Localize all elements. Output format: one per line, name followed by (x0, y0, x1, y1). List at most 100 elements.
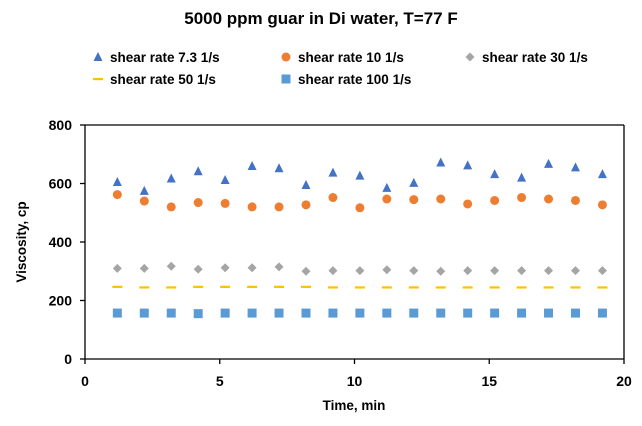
data-point-series-3 (355, 266, 365, 276)
x-tick-label: 15 (481, 373, 497, 389)
data-point-series-2 (139, 196, 149, 206)
data-point-series-4 (327, 286, 338, 289)
data-point-series-2 (409, 195, 419, 205)
data-point-series-3 (490, 266, 500, 276)
x-axis-label: Time, min (323, 398, 386, 413)
data-point-series-3 (112, 263, 122, 273)
data-point-series-2 (328, 193, 338, 203)
data-point-series-1 (490, 169, 500, 179)
chart-title: 5000 ppm guar in Di water, T=77 F (184, 9, 458, 28)
data-point-series-1 (328, 167, 338, 177)
legend-label-series-2: shear rate 10 1/s (298, 50, 404, 65)
data-point-series-5 (328, 308, 338, 318)
data-point-series-5 (409, 308, 419, 318)
data-point-series-3 (220, 263, 230, 273)
legend-marker-series-4 (93, 78, 103, 81)
data-point-series-1 (220, 174, 230, 184)
y-tick-label: 600 (49, 176, 73, 192)
data-point-series-1 (544, 158, 554, 168)
data-point-series-4 (597, 286, 608, 289)
data-point-series-3 (274, 262, 284, 272)
legend-label-series-4: shear rate 50 1/s (110, 72, 216, 87)
data-point-series-1 (112, 177, 122, 187)
data-point-series-1 (436, 157, 446, 167)
data-marks (112, 157, 608, 319)
data-point-series-3 (301, 266, 311, 276)
data-point-series-1 (166, 173, 176, 183)
data-point-series-3 (166, 261, 176, 271)
data-point-series-2 (490, 195, 500, 205)
data-point-series-4 (381, 286, 392, 289)
data-point-series-2 (112, 190, 122, 200)
data-point-series-4 (489, 286, 500, 289)
legend-label-series-1: shear rate 7.3 1/s (110, 50, 220, 65)
data-point-series-2 (382, 194, 392, 204)
data-point-series-5 (274, 308, 284, 318)
data-point-series-2 (355, 203, 365, 213)
y-axis-label: Viscosity, cp (14, 201, 29, 282)
data-point-series-2 (247, 202, 257, 212)
data-point-series-4 (570, 286, 581, 289)
data-point-series-5 (112, 308, 122, 318)
data-point-series-3 (570, 266, 580, 276)
data-point-series-1 (382, 182, 392, 192)
data-point-series-1 (463, 160, 473, 170)
data-point-series-2 (597, 200, 607, 210)
data-point-series-4 (274, 285, 285, 288)
data-point-series-3 (247, 263, 257, 273)
chart-legend: shear rate 7.3 1/s shear rate 10 1/s shear… (93, 50, 588, 87)
data-point-series-2 (436, 194, 446, 204)
data-point-series-4 (193, 285, 204, 288)
data-point-series-5 (301, 308, 311, 318)
data-point-series-5 (517, 308, 527, 318)
legend-label-series-3: shear rate 30 1/s (482, 50, 588, 65)
data-point-series-1 (301, 179, 311, 189)
legend-marker-series-3 (465, 52, 475, 62)
legend-marker-series-2 (281, 52, 291, 62)
data-point-series-5 (220, 308, 230, 318)
data-point-series-4 (112, 285, 123, 288)
data-point-series-1 (517, 172, 527, 182)
legend-label-series-5: shear rate 100 1/s (298, 72, 411, 87)
data-point-series-2 (301, 200, 311, 210)
data-point-series-5 (463, 308, 473, 318)
y-tick-label: 0 (64, 351, 72, 367)
data-point-series-2 (463, 199, 473, 209)
y-tick-label: 200 (49, 293, 73, 309)
data-point-series-3 (409, 266, 419, 276)
data-point-series-2 (517, 193, 527, 203)
y-tick-label: 800 (49, 117, 73, 133)
data-point-series-2 (274, 202, 284, 212)
data-point-series-3 (139, 263, 149, 273)
data-point-series-4 (543, 286, 554, 289)
data-point-series-3 (597, 266, 607, 276)
data-point-series-5 (166, 308, 176, 318)
data-point-series-5 (193, 309, 203, 319)
data-point-series-5 (247, 308, 257, 318)
data-point-series-1 (274, 163, 284, 173)
data-point-series-3 (544, 266, 554, 276)
data-point-series-4 (139, 286, 150, 289)
data-point-series-4 (300, 285, 311, 288)
data-point-series-2 (544, 194, 554, 204)
data-point-series-5 (382, 308, 392, 318)
data-point-series-3 (436, 266, 446, 276)
x-tick-label: 5 (216, 373, 224, 389)
data-point-series-4 (166, 286, 177, 289)
data-point-series-5 (355, 308, 365, 318)
data-point-series-4 (516, 286, 527, 289)
data-point-series-5 (490, 308, 500, 318)
data-point-series-2 (193, 198, 203, 208)
data-point-series-1 (409, 177, 419, 187)
data-point-series-3 (463, 266, 473, 276)
data-point-series-1 (355, 170, 365, 180)
data-point-series-5 (597, 308, 607, 318)
data-point-series-1 (247, 160, 257, 170)
x-tick-label: 10 (347, 373, 363, 389)
data-point-series-2 (570, 195, 580, 205)
data-point-series-1 (139, 185, 149, 195)
data-point-series-3 (193, 264, 203, 274)
